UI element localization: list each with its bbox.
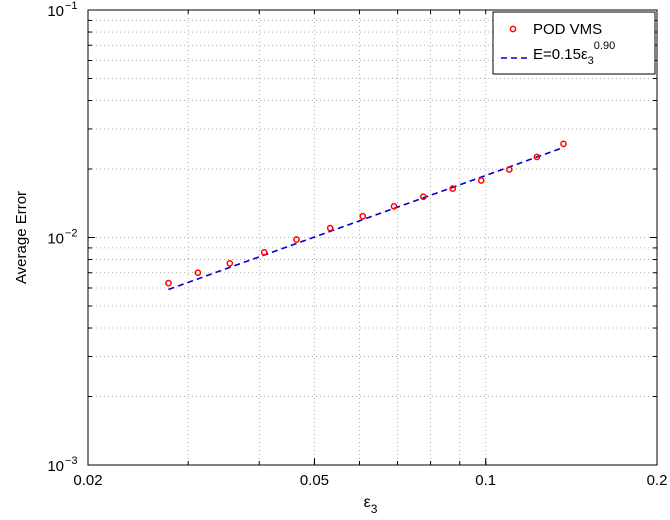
x-axis-label-symbol: ε (364, 494, 371, 511)
x-tick-label: 0.02 (73, 472, 102, 489)
data-point (326, 224, 334, 232)
data-point (477, 177, 485, 184)
y-tick-label-exponent: −1 (65, 0, 78, 12)
data-point (533, 153, 541, 161)
y-axis-label: Average Error (13, 191, 30, 284)
legend-label-fit-subscript: 3 (588, 55, 594, 67)
x-axis-label: ε3 (364, 494, 378, 516)
y-tick-label: 10 (47, 3, 64, 20)
data-point (226, 259, 234, 267)
grid-lines (87, 10, 658, 465)
legend-marker-pod-vms (509, 25, 517, 33)
legend-label-fit: E=0.15ε30.90 (533, 40, 615, 67)
x-axis-label-subscript: 3 (371, 502, 378, 516)
legend-label-fit-superscript: 0.90 (594, 40, 615, 52)
data-point (505, 166, 513, 173)
y-tick-label-exponent: −3 (65, 455, 78, 467)
data-point (420, 193, 427, 201)
data-point (260, 249, 268, 256)
data-point (359, 212, 367, 220)
legend: POD VMS E=0.15ε30.90 (492, 11, 656, 75)
x-tick-label: 0.1 (475, 472, 496, 489)
data-point (165, 279, 172, 287)
data-point (194, 269, 202, 277)
data-point (449, 185, 457, 192)
legend-label-pod-vms: POD VMS (533, 21, 602, 38)
series-layer (165, 140, 567, 291)
y-tick-label: 10 (47, 458, 64, 475)
x-tick-label: 0.2 (647, 472, 668, 489)
data-point (390, 203, 398, 210)
axis-labels: Average Error ε3 (13, 191, 378, 516)
y-tick-label-exponent: −2 (65, 228, 78, 240)
x-tick-label: 0.05 (300, 472, 329, 489)
data-point (560, 140, 567, 148)
legend-box (492, 11, 656, 75)
y-tick-label: 10 (47, 231, 64, 248)
legend-label-fit-main: E=0.15ε (533, 46, 588, 63)
data-point (293, 236, 300, 243)
axis-ticks: 0.02 0.05 0.1 0.210−310−210−1 (47, 0, 667, 489)
